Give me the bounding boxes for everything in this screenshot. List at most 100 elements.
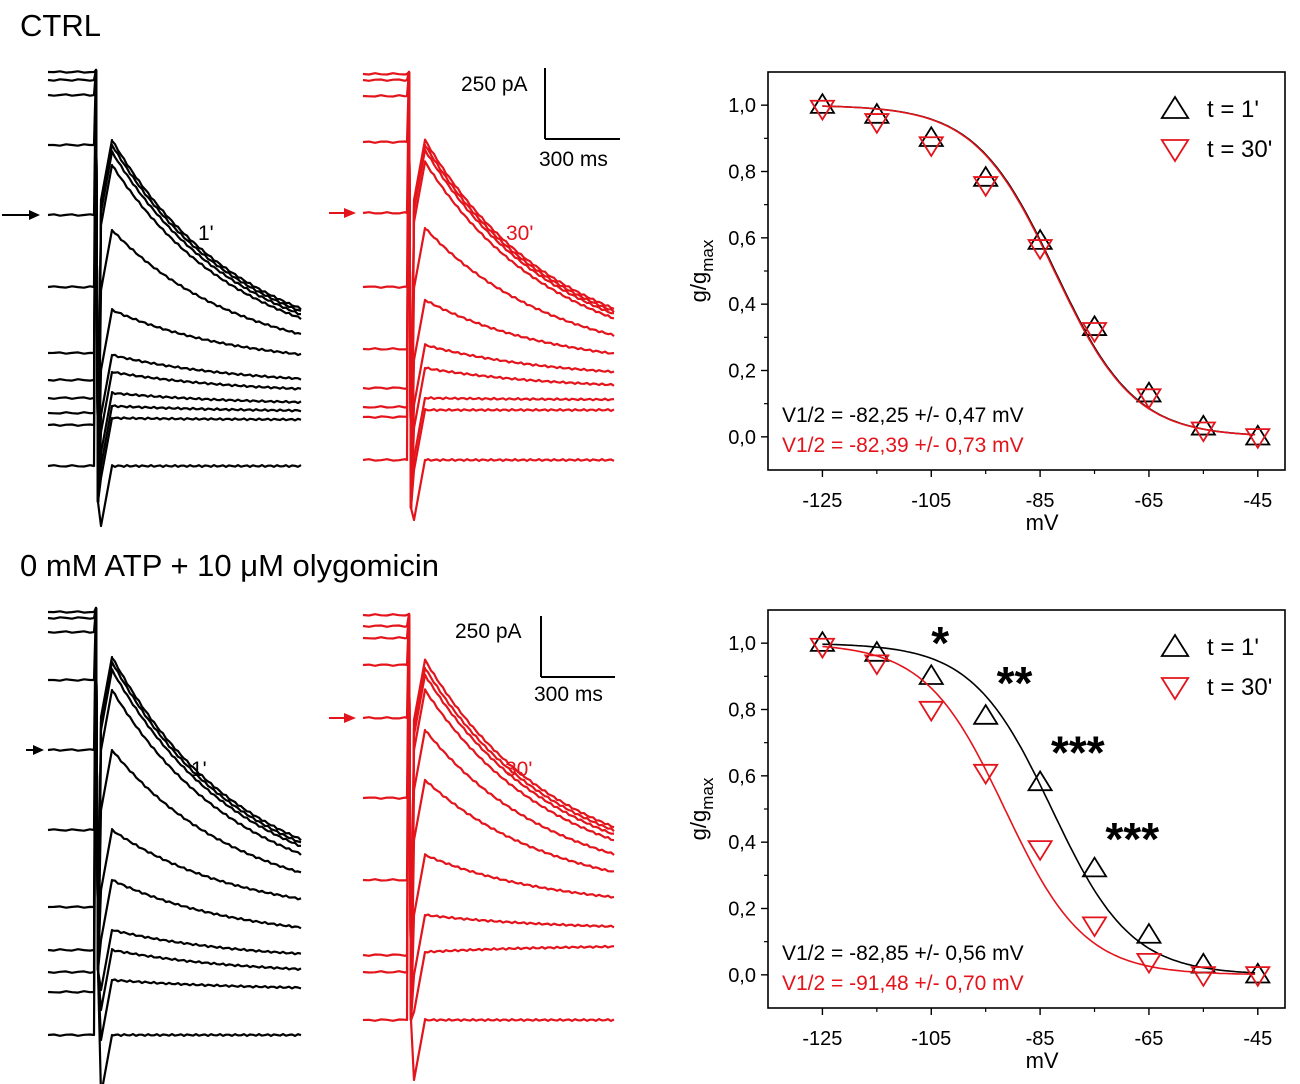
current-trace (362, 612, 615, 1022)
trace-label-ctrl-1min: 1' (198, 222, 214, 245)
y-tick-label: 1,0 (728, 95, 756, 117)
boltzmann-fit-line (822, 105, 1256, 436)
y-tick-label: 0,4 (728, 832, 756, 854)
x-tick-label: -65 (1134, 1028, 1163, 1050)
current-trace (362, 612, 615, 1022)
boltzmann-fit-line (822, 643, 1256, 974)
current-trace (362, 612, 614, 1022)
data-point (972, 703, 999, 725)
scale-bar-ctrl: 250 pA 300 ms (461, 68, 620, 171)
section-title-ctrl: CTRL (20, 8, 101, 43)
current-trace (362, 612, 615, 1022)
data-point (1135, 381, 1163, 403)
significance-stars: *** (1051, 727, 1105, 779)
y-tick-label: 0,0 (728, 427, 756, 449)
current-trace (47, 606, 302, 1012)
data-point (1244, 966, 1271, 988)
data-point (1135, 952, 1163, 975)
current-trace (362, 612, 615, 1022)
section-title-atp-oligomycin: 0 mM ATP + 10 μM olygomicin (20, 548, 439, 583)
y-tick-label: 0,8 (728, 162, 756, 184)
data-point (809, 637, 836, 660)
legend-label: t = 1' (1207, 96, 1259, 123)
y-tick-label: 0,2 (728, 361, 756, 383)
arrow-marker-ctrl-30min (329, 208, 356, 218)
scale-bar-time-label: 300 ms (539, 148, 608, 171)
data-point (809, 630, 836, 652)
current-traces-atp-30min (362, 612, 615, 1082)
current-trace (47, 68, 302, 528)
current-trace (47, 68, 302, 504)
current-traces-atp-1min (47, 606, 302, 1084)
current-trace (47, 68, 302, 504)
current-trace (362, 612, 615, 1022)
current-trace (47, 606, 302, 1084)
significance-stars: * (931, 617, 949, 669)
trace-label-atp-30min: 30' (505, 758, 532, 781)
data-point (1135, 388, 1163, 410)
current-trace (362, 70, 615, 510)
data-point (972, 176, 999, 198)
v-half-label: V1/2 = -82,85 +/- 0,56 mV (782, 942, 1024, 965)
scale-bar-current-label: 250 pA (455, 620, 522, 643)
data-point (863, 113, 891, 135)
y-tick-label: 1,0 (728, 633, 756, 655)
current-trace (362, 70, 615, 510)
data-point (1135, 922, 1163, 944)
current-traces-ctrl-1min (47, 68, 302, 528)
current-trace (47, 606, 302, 972)
data-point (918, 700, 945, 723)
data-point (863, 654, 891, 676)
data-point (1081, 855, 1108, 878)
current-trace (362, 612, 615, 1022)
current-trace (47, 606, 302, 992)
current-trace (47, 606, 302, 972)
legend-marker (1160, 139, 1190, 163)
v-half-label: V1/2 = -82,39 +/- 0,73 mV (782, 434, 1024, 457)
data-point (1081, 916, 1108, 938)
current-trace (362, 70, 615, 510)
significance-stars: *** (1105, 813, 1159, 865)
current-trace (47, 606, 302, 972)
data-point (1081, 322, 1108, 344)
significance-stars: ** (997, 657, 1033, 709)
x-axis-label: mV (1026, 1048, 1059, 1073)
scale-bar-atp: 250 pA 300 ms (455, 616, 615, 706)
x-tick-label: -85 (1026, 1028, 1055, 1050)
current-trace (362, 70, 615, 510)
data-point (1190, 421, 1217, 443)
legend-label: t = 30' (1207, 136, 1272, 163)
data-point (1190, 966, 1217, 988)
trace-label-ctrl-30min: 30' (506, 222, 533, 245)
current-trace (362, 70, 615, 510)
boltzmann-fit-line (822, 105, 1256, 436)
data-point (809, 99, 836, 122)
data-point (1244, 962, 1271, 984)
y-tick-label: 0,6 (728, 766, 756, 788)
current-trace (47, 68, 302, 504)
data-point (1190, 414, 1217, 436)
scale-bar-time-label: 300 ms (534, 683, 603, 706)
current-traces-ctrl-30min (362, 70, 615, 522)
x-tick-label: -85 (1026, 490, 1055, 512)
data-point (972, 763, 999, 786)
data-point (1244, 428, 1271, 450)
scale-bar-current-label: 250 pA (461, 73, 528, 96)
x-tick-label: -105 (911, 1028, 951, 1050)
current-trace (362, 612, 615, 1022)
data-point (1026, 239, 1054, 261)
y-tick-label: 0,4 (728, 294, 756, 316)
data-point (1026, 769, 1054, 792)
x-tick-label: -105 (911, 490, 951, 512)
current-trace (47, 68, 302, 504)
data-point (1026, 840, 1054, 862)
y-tick-label: 0,0 (728, 965, 756, 987)
boltzmann-fit-line (822, 645, 1256, 975)
data-point (918, 663, 945, 685)
current-trace (362, 70, 615, 510)
current-trace (362, 612, 615, 1022)
current-trace (47, 606, 302, 972)
legend-label: t = 30' (1207, 674, 1272, 701)
current-trace (47, 68, 302, 504)
